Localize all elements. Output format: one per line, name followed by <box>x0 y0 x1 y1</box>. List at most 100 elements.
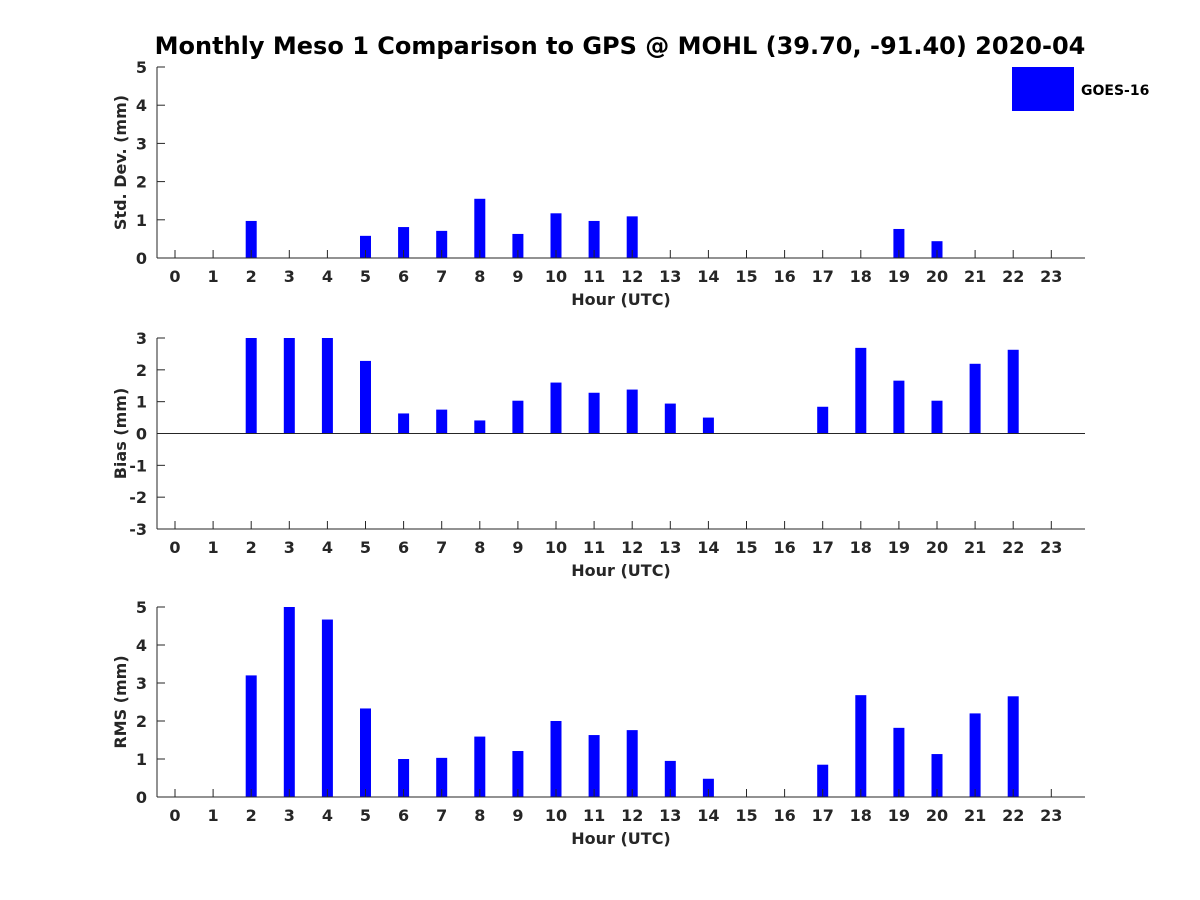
bar-hour-18 <box>855 347 867 434</box>
x-tick-label: 13 <box>659 806 681 825</box>
x-tick-label: 13 <box>659 267 681 286</box>
bar-hour-18 <box>855 695 867 797</box>
bar-hour-5 <box>360 235 371 258</box>
x-tick-label: 4 <box>322 806 333 825</box>
bar-hour-2 <box>245 338 257 434</box>
x-tick-label: 15 <box>735 806 757 825</box>
bar-hour-8 <box>474 198 486 258</box>
y-axis-label: Std. Dev. (mm) <box>111 95 130 230</box>
x-tick-label: 7 <box>436 806 447 825</box>
x-tick-label: 0 <box>169 267 180 286</box>
bar-hour-19 <box>893 380 905 434</box>
bar-hour-5 <box>360 708 371 797</box>
x-tick-label: 19 <box>888 267 910 286</box>
bar-hour-10 <box>550 382 562 434</box>
x-tick-label: 0 <box>169 806 180 825</box>
bar-hour-12 <box>626 730 638 797</box>
x-tick-label: 3 <box>284 538 295 557</box>
bar-hour-21 <box>969 713 981 797</box>
x-tick-label: 17 <box>812 806 834 825</box>
x-tick-label: 23 <box>1040 806 1062 825</box>
y-tick-label: 0 <box>136 425 147 444</box>
bar-hour-13 <box>664 760 676 797</box>
x-tick-label: 19 <box>888 806 910 825</box>
bar-hour-8 <box>474 736 486 797</box>
x-tick-label: 9 <box>512 806 523 825</box>
x-tick-label: 10 <box>545 267 567 286</box>
bar-hour-10 <box>550 721 562 797</box>
bar-hour-11 <box>588 392 600 434</box>
y-tick-label: 5 <box>136 58 147 77</box>
y-axis-label: RMS (mm) <box>111 655 130 748</box>
x-tick-label: 20 <box>926 538 948 557</box>
bar-hour-9 <box>512 751 524 797</box>
x-axis-label: Hour (UTC) <box>571 561 671 580</box>
x-tick-label: 11 <box>583 267 605 286</box>
x-tick-label: 4 <box>322 267 333 286</box>
bar-hour-9 <box>512 400 524 434</box>
y-tick-label: -2 <box>129 488 147 507</box>
x-tick-label: 12 <box>621 806 643 825</box>
x-tick-label: 2 <box>246 538 257 557</box>
x-tick-label: 18 <box>850 806 872 825</box>
y-tick-label: -1 <box>129 456 147 475</box>
x-tick-label: 7 <box>436 267 447 286</box>
bar-hour-3 <box>283 607 295 797</box>
x-tick-label: 16 <box>773 538 795 557</box>
y-tick-label: 5 <box>136 598 147 617</box>
x-tick-label: 23 <box>1040 267 1062 286</box>
bar-hour-21 <box>969 363 981 434</box>
y-tick-label: 4 <box>136 636 147 655</box>
bar-hour-6 <box>398 413 410 434</box>
bar-hour-17 <box>817 406 829 434</box>
bar-hour-19 <box>893 727 905 797</box>
x-tick-label: 7 <box>436 538 447 557</box>
bar-hour-6 <box>398 759 410 797</box>
x-tick-label: 8 <box>474 267 485 286</box>
x-tick-label: 21 <box>964 806 986 825</box>
x-tick-label: 0 <box>169 538 180 557</box>
bar-hour-8 <box>474 420 486 434</box>
y-tick-label: 2 <box>136 173 147 192</box>
y-tick-label: 0 <box>136 788 147 807</box>
x-tick-label: 3 <box>284 267 295 286</box>
x-tick-label: 1 <box>208 267 219 286</box>
x-tick-label: 13 <box>659 538 681 557</box>
bar-hour-11 <box>588 735 600 797</box>
x-tick-label: 15 <box>735 267 757 286</box>
y-tick-label: 1 <box>136 750 147 769</box>
x-tick-label: 14 <box>697 538 719 557</box>
bar-hour-19 <box>893 228 905 258</box>
x-tick-label: 16 <box>773 267 795 286</box>
x-tick-label: 2 <box>246 267 257 286</box>
x-tick-label: 6 <box>398 806 409 825</box>
x-tick-label: 18 <box>850 538 872 557</box>
y-tick-label: 1 <box>136 393 147 412</box>
x-tick-label: 8 <box>474 806 485 825</box>
x-tick-label: 10 <box>545 538 567 557</box>
x-tick-label: 9 <box>512 538 523 557</box>
legend-label: GOES-16 <box>1081 83 1149 99</box>
bar-hour-12 <box>626 389 638 434</box>
bar-hour-3 <box>283 338 295 434</box>
bar-hour-2 <box>245 675 257 797</box>
y-tick-label: 2 <box>136 712 147 731</box>
bar-hour-20 <box>931 241 943 258</box>
x-tick-label: 6 <box>398 538 409 557</box>
bar-hour-14 <box>702 417 714 434</box>
bar-hour-2 <box>245 220 257 258</box>
bar-hour-9 <box>512 233 524 258</box>
x-tick-label: 22 <box>1002 806 1024 825</box>
y-tick-label: 0 <box>136 249 147 268</box>
legend-swatch <box>1012 67 1074 111</box>
x-tick-label: 14 <box>697 806 719 825</box>
x-tick-label: 11 <box>583 806 605 825</box>
bar-hour-22 <box>1007 349 1019 434</box>
bar-hour-10 <box>550 213 562 258</box>
x-tick-label: 14 <box>697 267 719 286</box>
bar-hour-7 <box>436 757 448 797</box>
x-tick-label: 5 <box>360 267 371 286</box>
x-tick-label: 1 <box>208 806 219 825</box>
